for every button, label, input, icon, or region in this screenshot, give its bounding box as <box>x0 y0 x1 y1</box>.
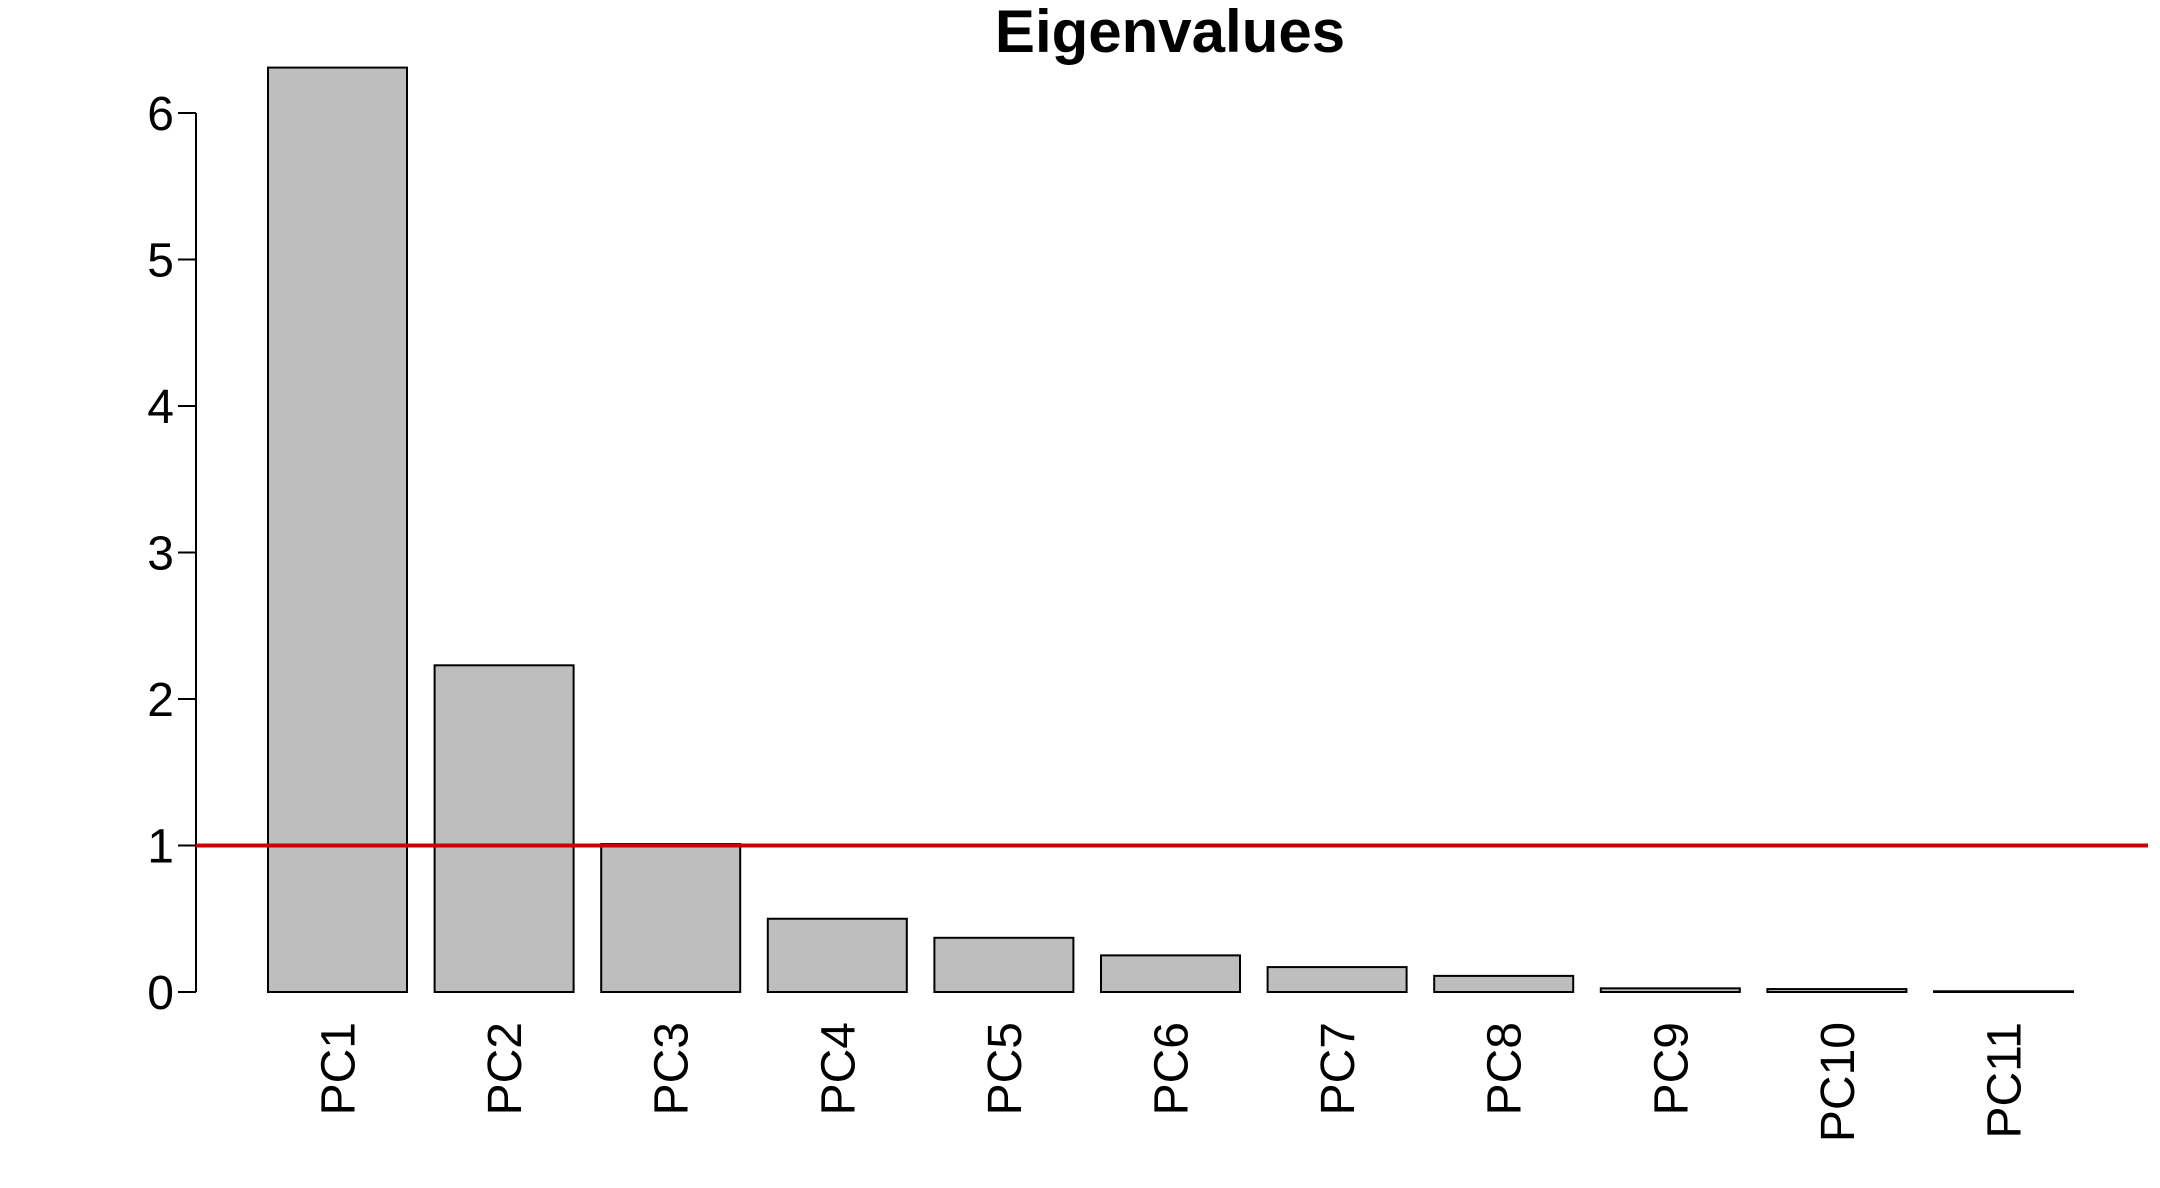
x-tick-label: PC9 <box>1645 1022 1698 1115</box>
x-tick-label: PC6 <box>1146 1022 1199 1115</box>
x-tick-label: PC7 <box>1312 1022 1365 1115</box>
x-tick-label: PC11 <box>1979 1022 2032 1139</box>
x-tick-label: PC3 <box>646 1022 699 1115</box>
y-tick-label: 0 <box>147 967 174 1020</box>
y-tick-label: 1 <box>147 821 174 874</box>
x-axis-labels: PC1 PC2 PC3 PC4 PC5 PC6 PC7 PC8 PC9 PC10 PC11 <box>313 1022 2032 1142</box>
bar-pc10 <box>1766 988 1908 994</box>
bar-pc8 <box>1433 974 1575 994</box>
y-tick-label: 4 <box>147 381 174 434</box>
bar-pc5 <box>933 936 1075 993</box>
bar-pc1 <box>267 66 408 993</box>
x-tick-label: PC4 <box>812 1022 865 1115</box>
bars-layer <box>267 66 2074 994</box>
bar-pc9 <box>1599 987 1741 994</box>
x-tick-label: PC2 <box>479 1022 532 1115</box>
y-tick-label: 5 <box>147 235 174 288</box>
bar-pc2 <box>433 664 575 993</box>
x-tick-label: PC8 <box>1479 1022 1532 1115</box>
bar-pc7 <box>1266 966 1408 993</box>
x-tick-label: PC10 <box>1812 1022 1865 1142</box>
bar-pc3 <box>600 843 742 993</box>
bar-pc4 <box>766 917 908 993</box>
chart-title: Eigenvalues <box>995 0 1345 65</box>
bar-pc11 <box>1933 990 2074 994</box>
x-tick-label: PC1 <box>313 1022 366 1115</box>
x-tick-label: PC5 <box>979 1022 1032 1115</box>
y-axis: 0 1 2 3 4 5 6 <box>147 88 197 1020</box>
y-tick-label: 6 <box>147 88 174 141</box>
y-tick-label: 3 <box>147 528 174 581</box>
bar-pc6 <box>1100 954 1241 993</box>
y-tick-label: 2 <box>147 674 174 727</box>
